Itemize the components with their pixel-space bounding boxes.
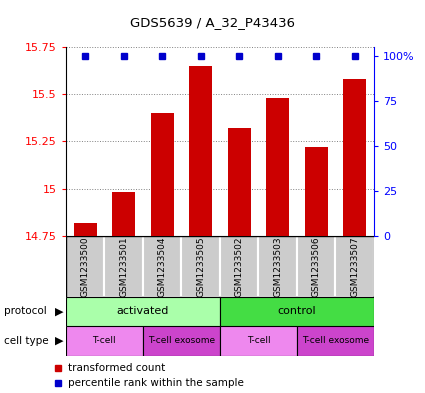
Bar — [220, 297, 374, 326]
Bar — [66, 326, 143, 356]
Text: GSM1233500: GSM1233500 — [81, 236, 90, 297]
Bar — [220, 326, 297, 356]
Text: percentile rank within the sample: percentile rank within the sample — [68, 378, 244, 388]
Text: T-cell: T-cell — [246, 336, 270, 345]
Bar — [297, 236, 335, 297]
Text: protocol: protocol — [4, 307, 47, 316]
Bar — [220, 236, 258, 297]
Text: ▶: ▶ — [55, 336, 64, 346]
Bar — [343, 79, 366, 236]
Text: GSM1233503: GSM1233503 — [273, 236, 282, 297]
Bar — [305, 147, 328, 236]
Text: ▶: ▶ — [55, 307, 64, 316]
Text: activated: activated — [117, 307, 169, 316]
Text: GDS5639 / A_32_P43436: GDS5639 / A_32_P43436 — [130, 17, 295, 29]
Bar — [335, 236, 374, 297]
Text: GSM1233505: GSM1233505 — [196, 236, 205, 297]
Bar — [112, 193, 135, 236]
Text: T-cell exosome: T-cell exosome — [148, 336, 215, 345]
Bar — [143, 236, 181, 297]
Bar — [297, 326, 374, 356]
Text: T-cell: T-cell — [93, 336, 116, 345]
Bar — [105, 236, 143, 297]
Text: GSM1233502: GSM1233502 — [235, 236, 244, 296]
Bar — [143, 326, 220, 356]
Bar — [228, 128, 251, 236]
Text: GSM1233507: GSM1233507 — [350, 236, 359, 297]
Text: transformed count: transformed count — [68, 362, 165, 373]
Bar — [66, 236, 105, 297]
Text: cell type: cell type — [4, 336, 49, 346]
Text: control: control — [278, 307, 316, 316]
Text: T-cell exosome: T-cell exosome — [302, 336, 369, 345]
Bar — [66, 297, 220, 326]
Bar — [266, 98, 289, 236]
Bar — [189, 66, 212, 236]
Bar — [258, 236, 297, 297]
Bar — [74, 222, 96, 236]
Bar — [150, 113, 174, 236]
Bar — [181, 236, 220, 297]
Text: GSM1233501: GSM1233501 — [119, 236, 128, 297]
Text: GSM1233506: GSM1233506 — [312, 236, 321, 297]
Text: GSM1233504: GSM1233504 — [158, 236, 167, 296]
